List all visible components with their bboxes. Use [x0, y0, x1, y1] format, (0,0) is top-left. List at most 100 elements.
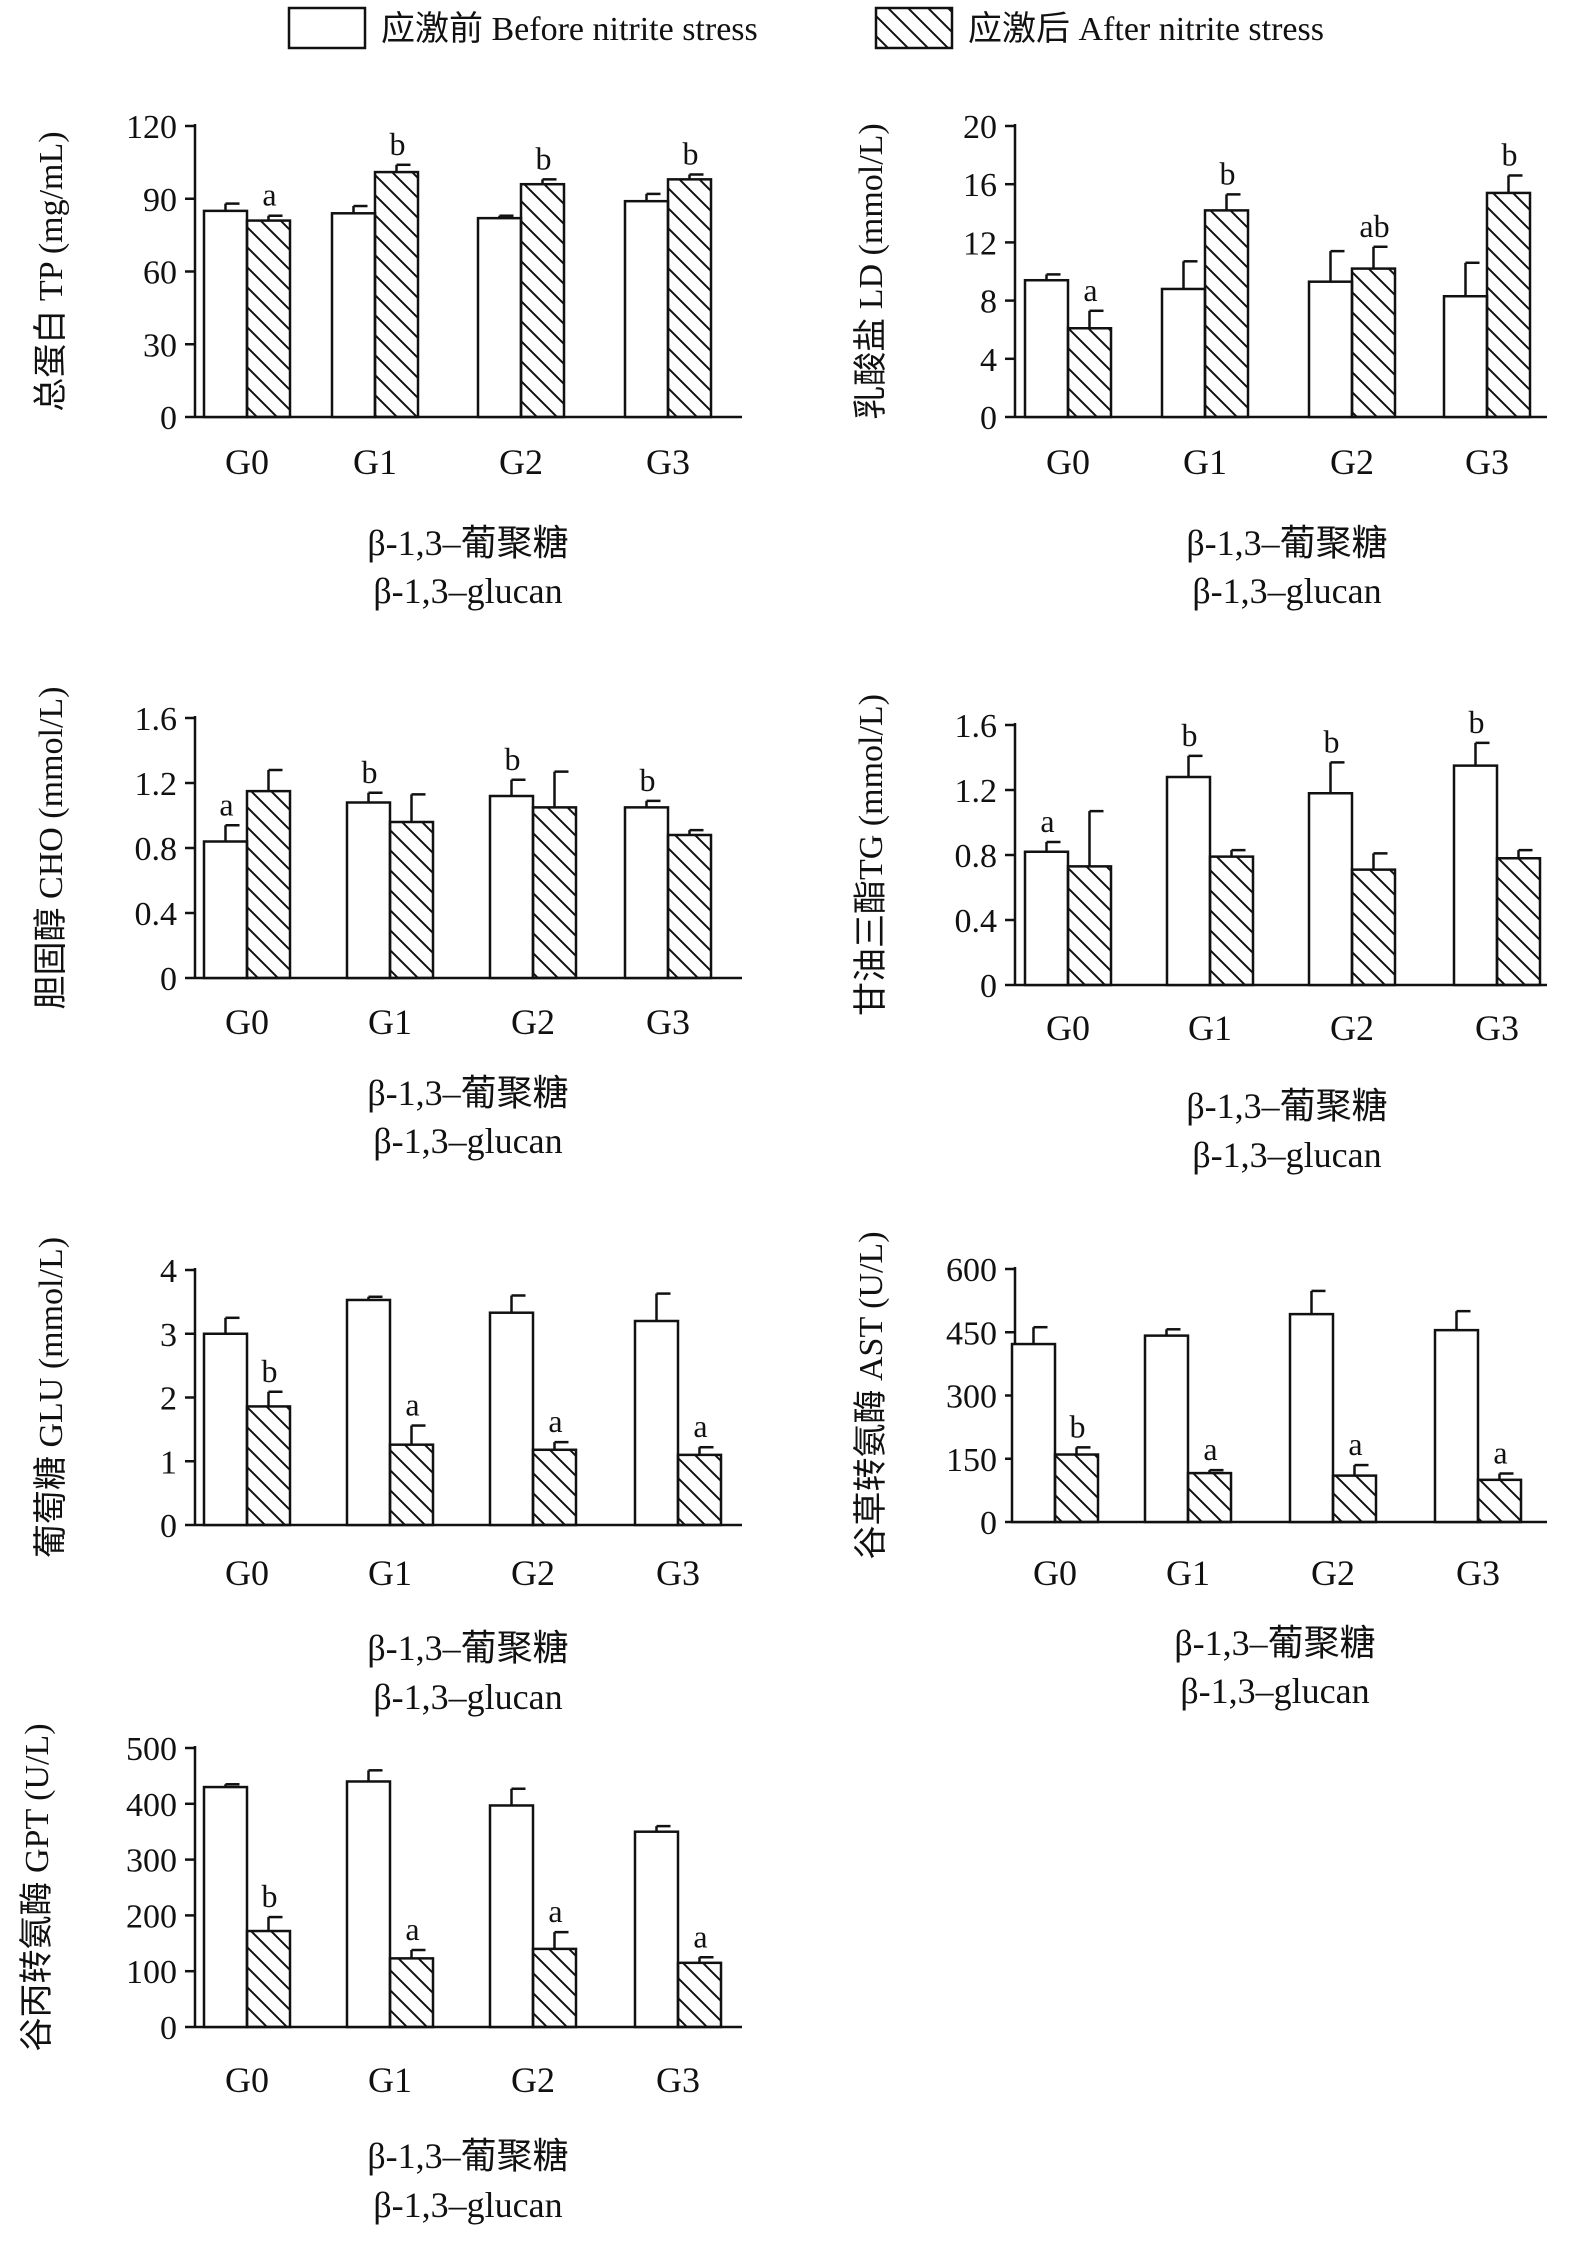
- y-tick-label: 120: [126, 109, 177, 146]
- y-axis-title: 葡萄糖 GLU (mmol/L): [32, 1237, 70, 1558]
- category-label: G0: [1033, 1553, 1077, 1593]
- bar-after: [245, 1929, 292, 2029]
- legend-before-label: 应激前 Before nitrite stress: [381, 10, 758, 48]
- x-axis-title-en: β-1,3–glucan: [1180, 1671, 1369, 1711]
- category-label: G1: [1166, 1553, 1210, 1593]
- category-label: G2: [1330, 1008, 1374, 1048]
- bar-before: [330, 212, 377, 419]
- bar-before: [1452, 764, 1499, 987]
- bar-after: [676, 1453, 723, 1527]
- category-label: G3: [656, 1553, 700, 1593]
- category-label: G2: [511, 2060, 555, 2100]
- bar-before: [345, 801, 392, 980]
- bar-before: [488, 1311, 535, 1527]
- significance-label: b: [536, 140, 552, 176]
- x-axis-title-cn: β-1,3–葡聚糖: [367, 1628, 568, 1668]
- y-tick-label: 400: [126, 1787, 177, 1824]
- category-label: G0: [225, 1553, 269, 1593]
- bar-before: [1160, 287, 1207, 419]
- y-tick-label: 1.6: [955, 708, 998, 745]
- bar-after: [1350, 868, 1397, 987]
- significance-label: b: [262, 1878, 278, 1914]
- x-axis-title-en: β-1,3–glucan: [373, 571, 562, 611]
- significance-label: a: [1040, 803, 1054, 839]
- chart-panel-4: 0 0.4 0.8 1.2 1.6 a b b b G0 G1 G2 G3 β-1,3–葡聚糖 β-1,3–…: [852, 694, 1547, 1175]
- y-axis-title: 谷草转氨酶 AST (U/L): [852, 1231, 890, 1559]
- y-tick-label: 60: [143, 255, 177, 292]
- bar-after: [245, 1405, 292, 1527]
- y-tick-label: 100: [126, 1954, 177, 1991]
- category-label: G2: [511, 1002, 555, 1042]
- bar-after: [519, 182, 566, 419]
- category-label: G1: [368, 2060, 412, 2100]
- y-tick-label: 200: [126, 1898, 177, 1935]
- y-tick-label: 90: [143, 182, 177, 219]
- y-tick-label: 8: [980, 284, 997, 321]
- bar-before: [476, 216, 523, 419]
- y-tick-label: 30: [143, 327, 177, 364]
- legend: 应激前 Before nitrite stress 应激后 After nitr…: [287, 6, 1324, 50]
- bar-after: [531, 1947, 578, 2029]
- y-tick-label: 4: [160, 1253, 177, 1290]
- y-tick-label: 0: [980, 1505, 997, 1542]
- significance-label: a: [219, 786, 233, 822]
- x-axis-title-en: β-1,3–glucan: [1192, 1135, 1381, 1175]
- bar-after: [388, 820, 435, 980]
- chart-panel-5: 0 1 2 3 4 b a a a G0 G1 G2 G3 β-1,3–葡聚糖 β-1,3–glucan 葡萄…: [32, 1237, 742, 1717]
- significance-label: b: [683, 136, 699, 172]
- category-label: G3: [656, 2060, 700, 2100]
- y-tick-label: 1.2: [135, 766, 178, 803]
- x-axis-title-en: β-1,3–glucan: [373, 1121, 562, 1161]
- significance-label: a: [405, 1387, 419, 1423]
- y-tick-label: 0: [160, 2010, 177, 2047]
- chart-panel-6: 0 150 300 450 600 b a a a G0 G1 G2 G3 β-1,3–葡聚糖 β-1,3–…: [852, 1231, 1547, 1711]
- bar-after: [666, 833, 713, 980]
- significance-label: b: [1220, 155, 1236, 191]
- category-label: G0: [225, 1002, 269, 1042]
- x-axis-title-cn: β-1,3–葡聚糖: [367, 523, 568, 563]
- y-axis-title: 谷丙转氨酶 GPT (U/L): [18, 1723, 56, 2051]
- bar-before: [633, 1319, 680, 1527]
- significance-label: ab: [1359, 208, 1389, 244]
- category-label: G0: [225, 442, 269, 482]
- y-axis-title: 乳酸盐 LD (mmol/L): [852, 123, 890, 420]
- x-axis-title-en: β-1,3–glucan: [1192, 571, 1381, 611]
- y-tick-label: 1.2: [955, 773, 998, 810]
- category-label: G0: [1046, 442, 1090, 482]
- category-label: G1: [368, 1553, 412, 1593]
- bar-after: [373, 170, 420, 419]
- y-tick-label: 1: [160, 1444, 177, 1481]
- category-label: G2: [499, 442, 543, 482]
- category-label: G1: [368, 1002, 412, 1042]
- bar-after: [1203, 209, 1250, 419]
- y-axis-title: 甘油三酯TG (mmol/L): [852, 694, 890, 1016]
- significance-label: b: [390, 126, 406, 162]
- y-axis-title: 总蛋白 TP (mg/mL): [32, 131, 70, 411]
- y-tick-label: 450: [946, 1315, 997, 1352]
- bar-after: [1208, 855, 1255, 987]
- y-tick-label: 600: [946, 1252, 997, 1289]
- bar-before: [1433, 1328, 1480, 1524]
- legend-after-label: 应激后 After nitrite stress: [968, 10, 1324, 48]
- category-label: G0: [1046, 1008, 1090, 1048]
- x-axis-title-en: β-1,3–glucan: [373, 1677, 562, 1717]
- y-tick-label: 300: [126, 1843, 177, 1880]
- bar-before: [1023, 850, 1070, 987]
- bar-after: [245, 219, 292, 419]
- y-tick-label: 0.8: [955, 838, 998, 875]
- bar-before: [202, 1332, 249, 1527]
- bar-before: [1143, 1334, 1190, 1524]
- bar-before: [488, 794, 535, 980]
- bar-before: [1165, 775, 1212, 987]
- bar-after: [1186, 1471, 1233, 1524]
- significance-label: b: [262, 1353, 278, 1389]
- significance-label: a: [548, 1403, 562, 1439]
- y-tick-label: 0: [980, 400, 997, 437]
- chart-panel-7: 0 100 200 300 400 500 b a a a G0 G1 G2 G3 β-1,3–葡聚糖 β-1…: [18, 1723, 742, 2225]
- x-axis-title-cn: β-1,3–葡聚糖: [1186, 1086, 1387, 1126]
- significance-label: a: [693, 1408, 707, 1444]
- bar-after: [1476, 1478, 1523, 1524]
